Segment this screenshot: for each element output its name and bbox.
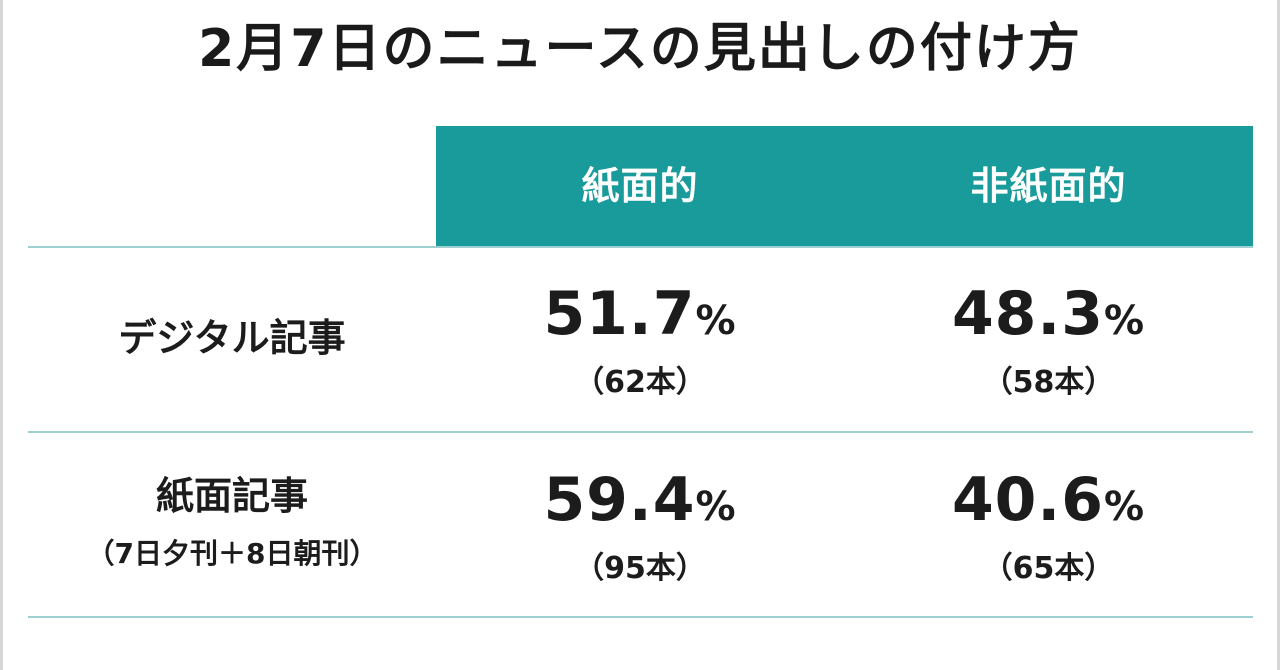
percentage-unit: %	[695, 484, 737, 530]
table-cell-print-non-paper-style: 40.6% （65本）	[844, 462, 1253, 593]
column-header-non-paper-style: 非紙面的	[970, 164, 1127, 208]
table-cell-digital-non-paper-style: 48.3% （58本）	[844, 276, 1253, 407]
row-label-print-articles: 紙面記事	[155, 474, 308, 518]
table-rule-top	[28, 246, 1253, 248]
page-title: 2月7日のニュースの見出しの付け方	[198, 19, 1082, 79]
percentage-number: 51.7	[543, 279, 696, 349]
percentage-number: 59.4	[543, 465, 696, 535]
article-count: （65本）	[982, 551, 1115, 586]
percentage-value: 59.4%	[436, 462, 844, 545]
article-count: （95本）	[574, 551, 706, 586]
table-cell-print-paper-style: 59.4% （95本）	[436, 462, 844, 593]
percentage-number: 48.3	[951, 279, 1104, 349]
table-rule-middle	[28, 431, 1253, 433]
row-label-digital-articles: デジタル記事	[118, 316, 346, 360]
percentage-value: 51.7%	[436, 276, 844, 359]
table-header-band	[436, 126, 1253, 247]
column-header-paper-style: 紙面的	[581, 164, 699, 208]
percentage-number: 40.6	[951, 465, 1104, 535]
frame-right-border	[1277, 0, 1280, 670]
percentage-unit: %	[1103, 484, 1146, 530]
table-cell-digital-paper-style: 51.7% （62本）	[436, 276, 844, 407]
percentage-value: 40.6%	[844, 462, 1253, 545]
frame-left-border	[0, 0, 3, 670]
row-sublabel-print-articles: （7日夕刊＋8日朝刊）	[86, 537, 378, 570]
percentage-unit: %	[1103, 298, 1146, 344]
article-count: （58本）	[982, 365, 1115, 400]
article-count: （62本）	[574, 365, 706, 400]
percentage-unit: %	[695, 298, 737, 344]
table-rule-bottom	[28, 616, 1253, 618]
percentage-value: 48.3%	[844, 276, 1253, 359]
